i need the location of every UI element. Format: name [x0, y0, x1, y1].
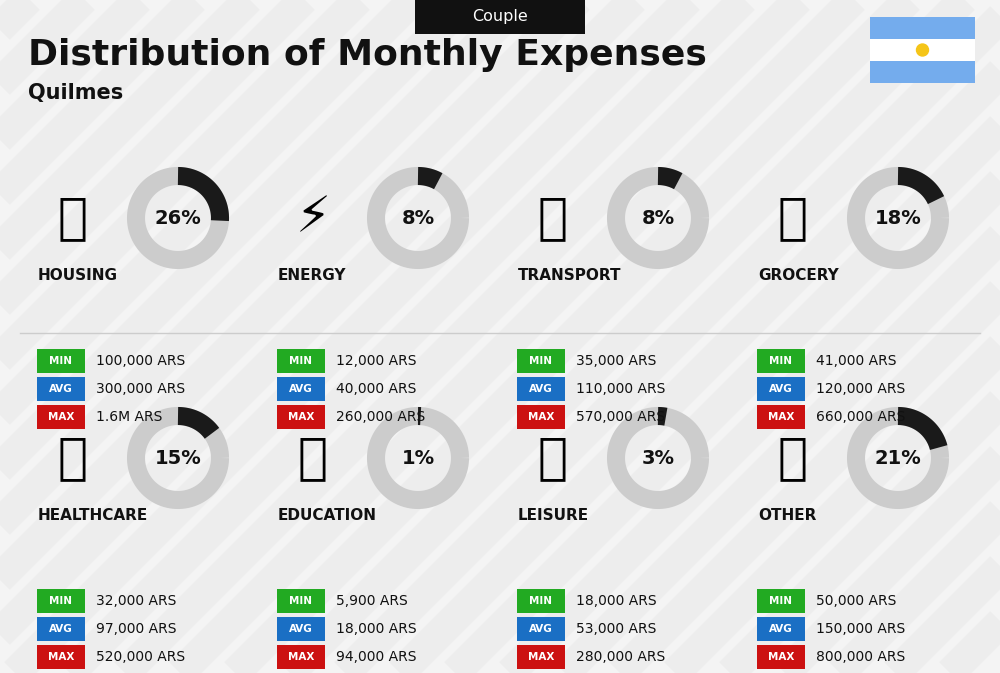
Text: MAX: MAX: [768, 412, 794, 422]
Text: TRANSPORT: TRANSPORT: [518, 269, 622, 283]
Text: HEALTHCARE: HEALTHCARE: [38, 509, 148, 524]
Text: 280,000 ARS: 280,000 ARS: [576, 650, 665, 664]
FancyBboxPatch shape: [37, 645, 85, 669]
Text: MIN: MIN: [770, 596, 792, 606]
Text: 35,000 ARS: 35,000 ARS: [576, 354, 656, 368]
Text: 5,900 ARS: 5,900 ARS: [336, 594, 408, 608]
Text: 800,000 ARS: 800,000 ARS: [816, 650, 905, 664]
FancyBboxPatch shape: [37, 617, 85, 641]
Text: 41,000 ARS: 41,000 ARS: [816, 354, 896, 368]
FancyBboxPatch shape: [37, 405, 85, 429]
Text: 🛍: 🛍: [538, 434, 568, 482]
Text: 50,000 ARS: 50,000 ARS: [816, 594, 896, 608]
FancyBboxPatch shape: [757, 645, 805, 669]
Text: 🛒: 🛒: [778, 194, 808, 242]
FancyBboxPatch shape: [277, 377, 325, 401]
Text: MIN: MIN: [290, 356, 312, 366]
Text: MAX: MAX: [528, 652, 554, 662]
FancyBboxPatch shape: [277, 349, 325, 373]
FancyBboxPatch shape: [870, 17, 975, 39]
Text: 97,000 ARS: 97,000 ARS: [96, 622, 176, 636]
Text: LEISURE: LEISURE: [518, 509, 589, 524]
Text: 18%: 18%: [875, 209, 921, 227]
Text: 18,000 ARS: 18,000 ARS: [336, 622, 417, 636]
Text: OTHER: OTHER: [758, 509, 816, 524]
Text: 150,000 ARS: 150,000 ARS: [816, 622, 905, 636]
Text: MAX: MAX: [528, 412, 554, 422]
FancyBboxPatch shape: [517, 405, 565, 429]
Text: 570,000 ARS: 570,000 ARS: [576, 410, 665, 424]
Text: Couple: Couple: [472, 9, 528, 24]
Text: GROCERY: GROCERY: [758, 269, 839, 283]
Text: MIN: MIN: [530, 596, 552, 606]
Text: MAX: MAX: [48, 412, 74, 422]
Text: 300,000 ARS: 300,000 ARS: [96, 382, 185, 396]
Text: 660,000 ARS: 660,000 ARS: [816, 410, 905, 424]
FancyBboxPatch shape: [277, 405, 325, 429]
Text: 🏢: 🏢: [58, 194, 88, 242]
Text: MAX: MAX: [768, 652, 794, 662]
Text: 110,000 ARS: 110,000 ARS: [576, 382, 665, 396]
Text: MIN: MIN: [770, 356, 792, 366]
Text: MIN: MIN: [50, 356, 72, 366]
FancyBboxPatch shape: [277, 617, 325, 641]
FancyBboxPatch shape: [870, 39, 975, 61]
Text: AVG: AVG: [49, 624, 73, 634]
Text: AVG: AVG: [769, 624, 793, 634]
FancyBboxPatch shape: [517, 589, 565, 613]
Text: MIN: MIN: [290, 596, 312, 606]
Text: 12,000 ARS: 12,000 ARS: [336, 354, 416, 368]
Text: 21%: 21%: [875, 448, 921, 468]
Text: MIN: MIN: [530, 356, 552, 366]
Text: 1.6M ARS: 1.6M ARS: [96, 410, 162, 424]
Text: MAX: MAX: [288, 412, 314, 422]
Text: 53,000 ARS: 53,000 ARS: [576, 622, 656, 636]
FancyBboxPatch shape: [757, 617, 805, 641]
Text: ENERGY: ENERGY: [278, 269, 347, 283]
Text: AVG: AVG: [289, 384, 313, 394]
Text: 260,000 ARS: 260,000 ARS: [336, 410, 425, 424]
Text: MIN: MIN: [50, 596, 72, 606]
Text: 18,000 ARS: 18,000 ARS: [576, 594, 657, 608]
Text: 120,000 ARS: 120,000 ARS: [816, 382, 905, 396]
FancyBboxPatch shape: [757, 405, 805, 429]
Text: Distribution of Monthly Expenses: Distribution of Monthly Expenses: [28, 38, 707, 72]
Text: 40,000 ARS: 40,000 ARS: [336, 382, 416, 396]
FancyBboxPatch shape: [757, 349, 805, 373]
FancyBboxPatch shape: [517, 645, 565, 669]
Text: 3%: 3%: [642, 448, 674, 468]
Text: 15%: 15%: [155, 448, 201, 468]
Text: MAX: MAX: [288, 652, 314, 662]
Text: 26%: 26%: [155, 209, 201, 227]
Text: MAX: MAX: [48, 652, 74, 662]
FancyBboxPatch shape: [37, 349, 85, 373]
Text: 💊: 💊: [58, 434, 88, 482]
Text: ⚡: ⚡: [295, 194, 331, 242]
Text: 👜: 👜: [778, 434, 808, 482]
Text: 520,000 ARS: 520,000 ARS: [96, 650, 185, 664]
Text: 1%: 1%: [401, 448, 435, 468]
Text: 100,000 ARS: 100,000 ARS: [96, 354, 185, 368]
FancyBboxPatch shape: [870, 61, 975, 83]
Text: Quilmes: Quilmes: [28, 83, 123, 103]
Text: 🎓: 🎓: [298, 434, 328, 482]
Text: 🚌: 🚌: [538, 194, 568, 242]
FancyBboxPatch shape: [37, 377, 85, 401]
FancyBboxPatch shape: [757, 589, 805, 613]
Text: 8%: 8%: [641, 209, 675, 227]
Text: 32,000 ARS: 32,000 ARS: [96, 594, 176, 608]
Circle shape: [916, 44, 928, 56]
Text: AVG: AVG: [529, 624, 553, 634]
FancyBboxPatch shape: [37, 589, 85, 613]
Text: EDUCATION: EDUCATION: [278, 509, 377, 524]
Text: AVG: AVG: [49, 384, 73, 394]
FancyBboxPatch shape: [517, 617, 565, 641]
Text: AVG: AVG: [529, 384, 553, 394]
FancyBboxPatch shape: [277, 589, 325, 613]
FancyBboxPatch shape: [517, 349, 565, 373]
Text: 8%: 8%: [401, 209, 435, 227]
Text: 94,000 ARS: 94,000 ARS: [336, 650, 416, 664]
Text: HOUSING: HOUSING: [38, 269, 118, 283]
FancyBboxPatch shape: [415, 0, 585, 34]
